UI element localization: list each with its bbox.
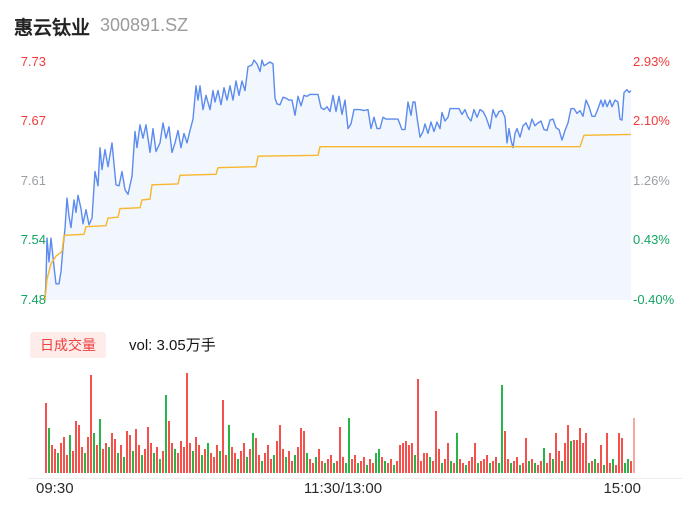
volume-bar-chart[interactable] bbox=[45, 372, 635, 473]
percent-tick: 2.10% bbox=[633, 113, 670, 128]
price-line-chart[interactable] bbox=[44, 59, 633, 302]
price-tick-high: 7.73 bbox=[20, 54, 46, 69]
x-axis-label-midday: 11:30/13:00 bbox=[303, 480, 383, 497]
stock-name: 惠云钛业 bbox=[14, 18, 91, 39]
percent-tick-low: -0.40% bbox=[633, 292, 675, 307]
x-axis-label-open: 09:30 bbox=[36, 480, 74, 497]
stock-code: 300891.SZ bbox=[100, 15, 189, 35]
price-tick-prevclose: 7.61 bbox=[20, 173, 46, 188]
x-axis-label-close: 15:00 bbox=[603, 480, 641, 497]
volume-legend-badge[interactable]: 日成交量 bbox=[30, 332, 106, 358]
price-tick: 7.67 bbox=[20, 113, 46, 128]
x-axis-separator bbox=[28, 478, 682, 479]
percent-tick-high: 2.93% bbox=[633, 54, 670, 69]
percent-tick-zeroish: 1.26% bbox=[633, 173, 670, 188]
price-tick-low: 7.48 bbox=[20, 292, 46, 307]
volume-current-value: vol: 3.05万手 bbox=[129, 337, 216, 354]
price-tick: 7.54 bbox=[20, 232, 46, 247]
percent-tick: 0.43% bbox=[633, 232, 670, 247]
